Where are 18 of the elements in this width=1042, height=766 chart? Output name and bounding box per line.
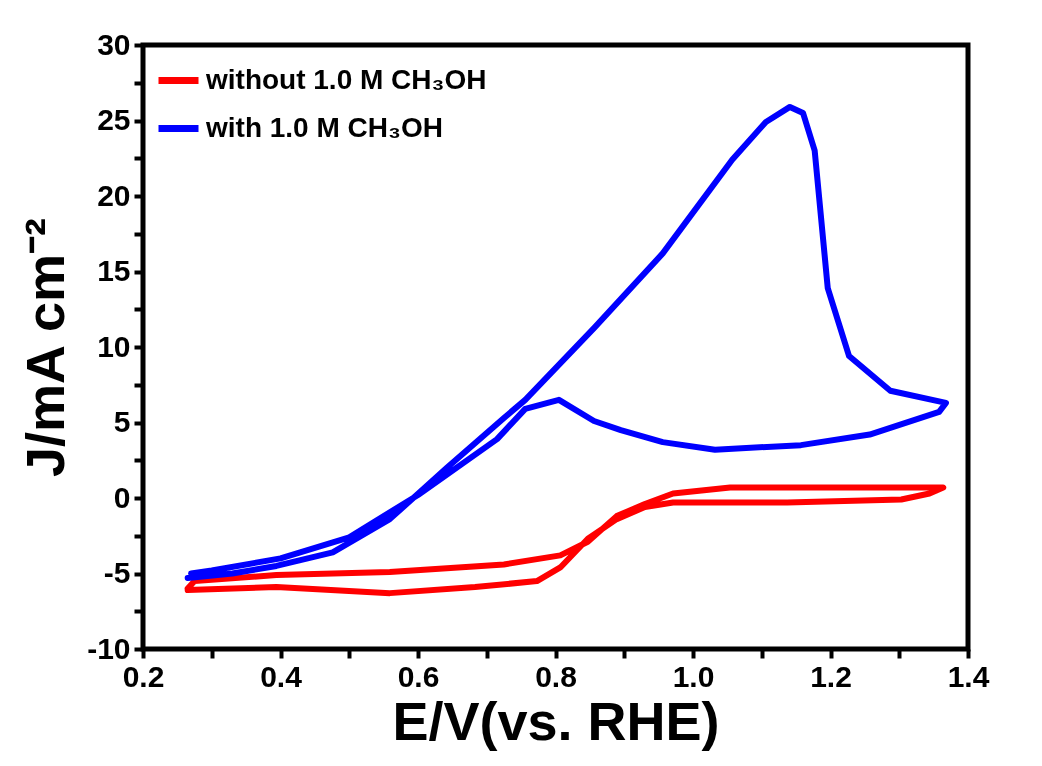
y-tick-label: 0 (113, 480, 131, 514)
y-tick-label: 20 (97, 178, 131, 212)
legend-label: without 1.0 M CH₃OH (205, 63, 487, 95)
y-tick-label: 30 (97, 27, 131, 61)
x-tick-label: 0.4 (260, 659, 303, 693)
x-tick-label: 0.8 (535, 659, 577, 693)
x-tick-label: 0.6 (397, 659, 440, 693)
legend-label: with 1.0 M CH₃OH (205, 111, 443, 143)
x-axis-title: E/V(vs. RHE) (392, 690, 720, 751)
y-tick-label: 15 (97, 254, 131, 287)
y-tick-label: 10 (97, 329, 131, 363)
y-tick-label: 5 (113, 405, 131, 438)
x-tick-label: 1.4 (947, 659, 990, 693)
x-tick-label: 1.2 (810, 659, 852, 693)
y-tick-label: 25 (97, 103, 131, 136)
y-tick-label: -5 (103, 556, 131, 589)
y-axis-title: J/mA cm⁻² (15, 217, 76, 478)
x-tick-label: 1.0 (672, 659, 715, 693)
